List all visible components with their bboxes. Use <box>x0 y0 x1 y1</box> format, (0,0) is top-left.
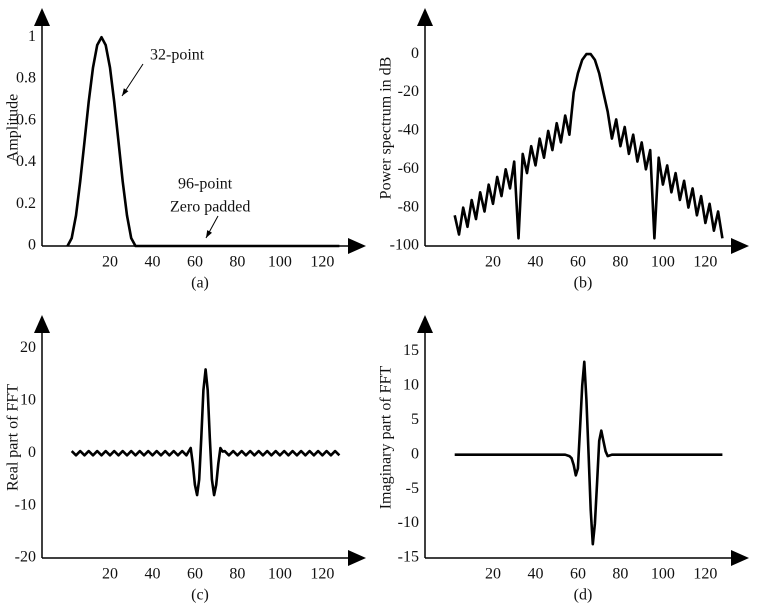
x-tick-label: 80 <box>229 566 245 583</box>
annotation-arrowhead <box>122 88 129 96</box>
x-axis-arrow <box>348 238 366 254</box>
y-axis-arrow <box>417 315 433 333</box>
x-tick-label: 40 <box>527 254 543 271</box>
y-tick-label: -5 <box>406 480 419 497</box>
data-line <box>453 52 724 240</box>
x-tick-label: 60 <box>187 254 203 271</box>
y-tick-label: -10 <box>15 496 36 513</box>
y-tick-label: -80 <box>398 198 419 215</box>
y-axis-arrow <box>34 315 50 333</box>
annotation: 96-point <box>178 176 233 193</box>
plot-area <box>453 52 724 240</box>
y-tick-label: -10 <box>398 514 419 531</box>
x-tick-label: 20 <box>485 566 501 583</box>
annotation-arrowhead <box>206 230 213 238</box>
y-tick-label: 1 <box>28 28 36 45</box>
y-tick-label: 0.6 <box>16 111 36 128</box>
y-tick-label: -40 <box>398 122 419 139</box>
plot-area <box>454 360 723 546</box>
caption: (c) <box>191 587 209 604</box>
annotation: Zero padded <box>170 199 250 216</box>
x-tick-label: 100 <box>268 254 292 271</box>
y-tick-label: -60 <box>398 160 419 177</box>
x-tick-label: 100 <box>651 254 675 271</box>
x-axis-arrow <box>731 238 749 254</box>
panel: 20 40 60 80 100 120 15 10 5 0 -5 -10 -15 Imaginary pa… <box>378 315 749 604</box>
y-tick-label: 5 <box>411 411 419 428</box>
y-tick-label: 0 <box>28 444 36 461</box>
x-tick-label: 80 <box>612 254 628 271</box>
y-tick-label: 0 <box>411 45 419 62</box>
y-tick-label: 0.4 <box>16 153 36 170</box>
x-axis-arrow <box>731 550 749 566</box>
y-axis-arrow <box>34 8 50 26</box>
x-tick-label: 40 <box>527 566 543 583</box>
x-tick-label: 40 <box>144 566 160 583</box>
y-tick-label: 20 <box>20 339 36 356</box>
x-tick-label: 120 <box>693 254 717 271</box>
caption: (a) <box>191 275 209 292</box>
caption: (d) <box>574 587 593 604</box>
y-axis-label: Imaginary part of FFT <box>378 366 395 510</box>
x-tick-label: 60 <box>187 566 203 583</box>
x-tick-label: 40 <box>144 254 160 271</box>
y-tick-label: -15 <box>398 549 419 566</box>
panel: 20 40 60 80 100 120 0 0.2 0.4 0.6 0.8 1 Amplitude (a)… <box>5 8 366 292</box>
x-tick-label: 80 <box>612 566 628 583</box>
y-tick-label: -20 <box>15 549 36 566</box>
x-tick-label: 100 <box>268 566 292 583</box>
y-tick-label: 10 <box>20 391 36 408</box>
y-tick-label: 0.8 <box>16 70 36 87</box>
y-tick-label: 0.2 <box>16 195 36 212</box>
y-tick-label: 0 <box>28 237 36 254</box>
x-tick-label: 20 <box>102 566 118 583</box>
x-tick-label: 60 <box>570 254 586 271</box>
caption: (b) <box>574 275 593 292</box>
data-line <box>454 360 723 546</box>
x-tick-label: 20 <box>102 254 118 271</box>
y-axis-arrow <box>417 8 433 26</box>
y-tick-label: 10 <box>403 377 419 394</box>
y-tick-label: 15 <box>403 342 419 359</box>
y-axis-label: Power spectrum in dB <box>378 57 395 200</box>
panel: 20 40 60 80 100 120 0 -20 -40 -60 -80 -100 Power spe… <box>378 8 749 292</box>
x-tick-label: 20 <box>485 254 501 271</box>
data-line <box>70 368 341 497</box>
x-tick-label: 60 <box>570 566 586 583</box>
x-tick-label: 80 <box>229 254 245 271</box>
y-axis-label: Real part of FFT <box>5 384 22 491</box>
y-tick-label: 0 <box>411 445 419 462</box>
y-axis-label: Amplitude <box>5 94 22 162</box>
y-tick-label: -100 <box>390 237 419 254</box>
x-tick-label: 120 <box>310 254 334 271</box>
annotation: 32-point <box>150 47 205 64</box>
x-axis-arrow <box>348 550 366 566</box>
plot-area <box>70 368 341 497</box>
x-tick-label: 120 <box>310 566 334 583</box>
x-tick-label: 100 <box>651 566 675 583</box>
x-tick-label: 120 <box>693 566 717 583</box>
y-tick-label: -20 <box>398 83 419 100</box>
